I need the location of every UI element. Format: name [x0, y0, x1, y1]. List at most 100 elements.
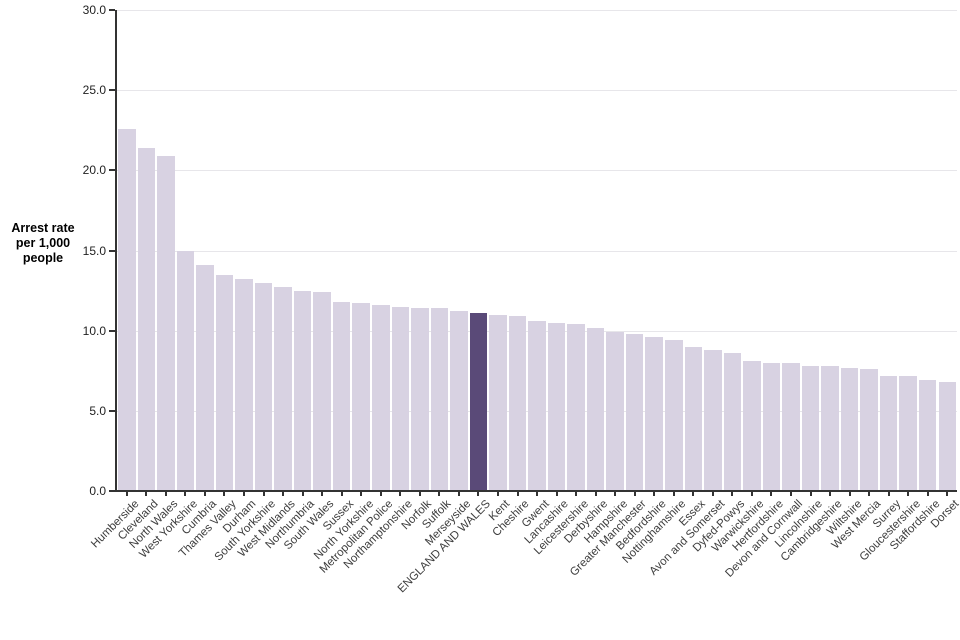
bar — [254, 282, 273, 491]
x-axis-tick — [750, 492, 753, 496]
bar — [547, 322, 566, 491]
bar — [274, 287, 292, 491]
x-axis-tick — [887, 492, 890, 496]
gridline — [117, 10, 957, 11]
y-axis-tick — [109, 9, 115, 11]
y-tick-label: 20.0 — [82, 163, 106, 178]
x-axis-tick — [672, 492, 675, 496]
y-tick-label: 25.0 — [82, 83, 106, 98]
x-axis-tick — [633, 492, 636, 496]
bar — [938, 382, 956, 491]
x-axis-tick — [379, 492, 382, 496]
bar — [411, 308, 429, 491]
x-axis-tick — [223, 492, 226, 496]
bar — [235, 279, 253, 491]
y-axis-title-line: Arrest rate — [11, 221, 75, 235]
x-axis-tick — [536, 492, 538, 496]
gridline — [117, 250, 957, 252]
x-axis-tick — [164, 492, 167, 496]
bar — [391, 306, 409, 491]
bar — [352, 303, 370, 491]
bar — [450, 311, 468, 491]
x-axis-tick — [457, 492, 460, 496]
bar — [196, 264, 214, 491]
bar — [762, 362, 781, 491]
y-axis-tick — [109, 249, 115, 252]
x-axis-tick — [203, 492, 206, 496]
y-axis-tick — [109, 490, 115, 492]
x-axis-labels: Humberside Cleveland North Wales West Yorks… — [89, 498, 960, 640]
bar — [489, 314, 507, 491]
bar — [860, 369, 878, 491]
x-axis-tick — [399, 492, 402, 496]
y-axis-title-line: per 1,000 — [15, 236, 71, 250]
bar — [567, 324, 585, 491]
x-axis-tick — [770, 492, 773, 496]
y-axis-title: Arrest rate per 1,000 people — [6, 221, 80, 266]
gridline — [117, 170, 957, 172]
bar — [606, 332, 624, 491]
y-tick-label: 0.0 — [89, 484, 106, 498]
bar — [840, 367, 859, 491]
x-axis-tick — [731, 492, 734, 496]
bar — [743, 361, 761, 491]
gridline — [117, 90, 957, 92]
y-tick-label: 30.0 — [82, 3, 106, 17]
x-axis-tick — [809, 492, 812, 496]
x-axis-line — [115, 490, 957, 492]
x-axis-tick — [496, 492, 499, 496]
bar — [528, 321, 546, 491]
x-axis-tick — [692, 492, 695, 496]
x-axis-tick — [907, 492, 910, 496]
x-axis-tick — [555, 492, 558, 496]
bar — [665, 340, 683, 491]
x-axis-tick — [614, 492, 617, 496]
x-axis-tick — [653, 492, 656, 496]
bar — [157, 155, 175, 491]
x-axis-tick — [926, 492, 929, 496]
y-axis-tick — [109, 89, 115, 92]
y-tick-label: 5.0 — [89, 403, 106, 418]
bar — [918, 380, 937, 491]
x-axis-tick — [125, 492, 128, 496]
bar — [645, 337, 663, 491]
bar — [372, 305, 390, 491]
bar — [118, 128, 136, 491]
x-axis-tick — [301, 492, 304, 496]
x-axis-tick — [184, 492, 187, 496]
x-axis-tick — [946, 492, 949, 496]
x-axis-tick — [868, 492, 871, 496]
x-axis-tick — [477, 492, 480, 496]
y-tick-label: 15.0 — [82, 243, 106, 258]
x-axis-tick — [711, 492, 714, 496]
x-axis-tick — [848, 492, 851, 496]
bar — [293, 290, 312, 491]
bar — [430, 308, 449, 491]
x-axis-tick — [360, 492, 363, 496]
x-axis-tick — [594, 492, 597, 496]
bar — [723, 353, 742, 491]
bar — [586, 327, 605, 491]
x-axis-tick — [438, 492, 441, 496]
y-axis-tick — [109, 409, 115, 412]
bar — [313, 292, 331, 491]
bar — [508, 316, 527, 491]
bar — [215, 274, 234, 491]
y-axis-tick — [109, 169, 115, 172]
x-axis-tick — [340, 492, 343, 496]
bar — [821, 365, 839, 491]
highlighted-bar — [469, 313, 488, 491]
x-axis-tick — [829, 492, 831, 496]
y-axis-line — [115, 10, 117, 491]
bar — [332, 301, 351, 491]
x-axis-tick — [282, 492, 284, 496]
x-axis-tick — [243, 492, 245, 496]
x-axis-tick — [516, 492, 519, 496]
bar — [879, 375, 898, 491]
bar — [704, 349, 722, 491]
bar — [684, 346, 702, 491]
bar — [625, 333, 644, 491]
y-tick-label: 10.0 — [82, 323, 106, 338]
bar — [782, 362, 800, 491]
